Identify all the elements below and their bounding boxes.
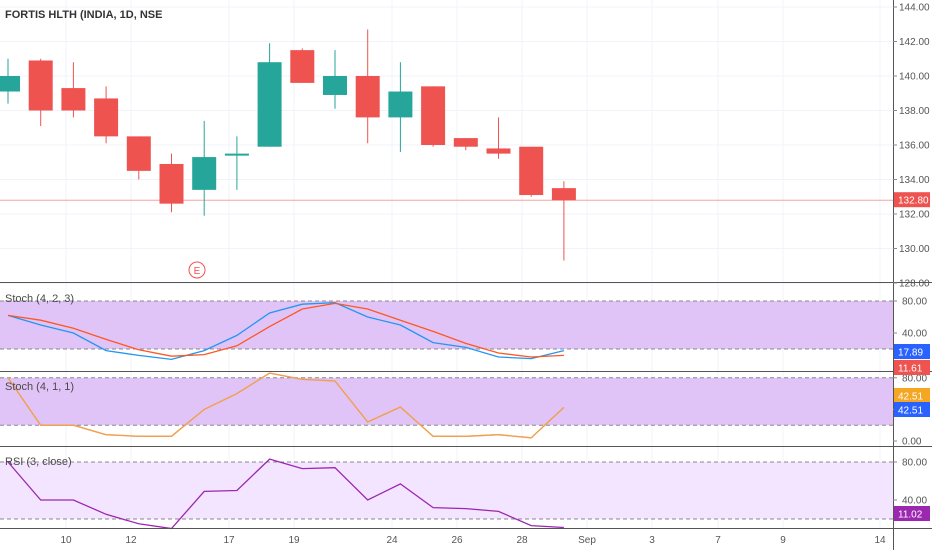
y-tick-label: 132.00: [899, 210, 930, 221]
earnings-event-marker[interactable]: E: [188, 261, 206, 279]
y-tick-label: 138.00: [899, 106, 930, 117]
overbought-oversold-band: [0, 301, 893, 349]
x-tick-label: 10: [60, 535, 72, 546]
candle-body: [224, 153, 249, 156]
candle-body: [421, 86, 446, 145]
series-line-rsi: [7, 458, 564, 530]
candle-body: [355, 76, 380, 118]
y-tick-label: 128.00: [899, 279, 930, 290]
indicator-lines: [7, 301, 565, 530]
stoch2-d-badge-bg: [894, 402, 930, 417]
stoch-d-badge: 11.61: [898, 364, 923, 375]
candle-body: [0, 76, 20, 92]
last-price-badge: 132.80: [898, 196, 929, 207]
y-tick-label: 80.00: [902, 458, 927, 469]
y-tick-label: 130.00: [899, 244, 930, 255]
rsi-badge: 11.02: [898, 510, 923, 521]
overbought-oversold-band: [0, 462, 893, 519]
candle-body: [388, 91, 413, 118]
candle-body: [551, 188, 576, 201]
x-tick-label: Sep: [578, 535, 596, 546]
oscillator-bands: [0, 300, 893, 520]
candle-body: [453, 138, 478, 147]
x-tick-label: 24: [386, 535, 398, 546]
y-tick-label: 40.00: [902, 329, 927, 340]
candle-body: [126, 136, 151, 171]
grid: [0, 0, 893, 528]
candle-body: [61, 88, 86, 111]
candle-body: [323, 76, 347, 95]
last-price-badge-bg: [894, 192, 930, 208]
series-line-d: [7, 302, 564, 358]
stoch2-d-badge: 42.51: [898, 406, 923, 417]
stoch-2-title: Stoch (4, 1, 1): [5, 381, 74, 393]
candle-body: [290, 50, 315, 83]
y-tick-label: 80.00: [902, 297, 927, 308]
x-tick-label: 26: [451, 535, 463, 546]
candle-body: [94, 98, 119, 137]
rsi-badge-bg: [894, 506, 930, 521]
y-tick-label: 40.00: [902, 496, 927, 507]
y-tick-label: 134.00: [899, 175, 930, 186]
stoch-k-badge-bg: [894, 344, 930, 359]
series-line-d: [7, 372, 565, 439]
symbol-title: FORTIS HLTH (INDIA, 1D, NSE: [5, 9, 162, 21]
x-tick-label: 9: [780, 535, 786, 546]
y-tick-label: 136.00: [899, 141, 930, 152]
y-tick-label: 80.00: [902, 373, 927, 384]
y-tick-label: 140.00: [899, 72, 930, 83]
x-tick-label: 3: [649, 535, 655, 546]
x-tick-label: 14: [874, 535, 886, 546]
y-tick-label: 0.00: [902, 437, 922, 448]
x-tick-label: 12: [125, 535, 137, 546]
candle-body: [486, 148, 511, 154]
x-tick-label: 28: [516, 535, 528, 546]
candle-body: [257, 62, 282, 147]
value-badges: 132.80 17.89 11.61 42.51 42.51 11.02: [894, 192, 930, 521]
x-tick-label: 19: [288, 535, 300, 546]
series-line-k: [7, 301, 565, 361]
candle-body: [192, 157, 217, 190]
candle-body: [519, 146, 544, 196]
candlestick-series: [0, 29, 576, 261]
event-marker-label: E: [194, 266, 201, 277]
stoch2-k-badge-bg: [894, 388, 930, 403]
candle-body: [28, 60, 53, 111]
stoch-k-badge: 17.89: [898, 348, 923, 359]
stoch2-k-badge: 42.51: [898, 392, 923, 403]
y-tick-label: 144.00: [899, 3, 930, 14]
stoch-1-title: Stoch (4, 2, 3): [5, 293, 74, 305]
overbought-oversold-band: [0, 377, 893, 426]
y-tick-label: 142.00: [899, 37, 930, 48]
x-tick-label: 17: [223, 535, 235, 546]
stoch-d-badge-bg: [894, 360, 930, 375]
candle-body: [159, 163, 184, 204]
x-tick-label: 7: [715, 535, 721, 546]
rsi-title: RSI (3, close): [5, 456, 72, 468]
